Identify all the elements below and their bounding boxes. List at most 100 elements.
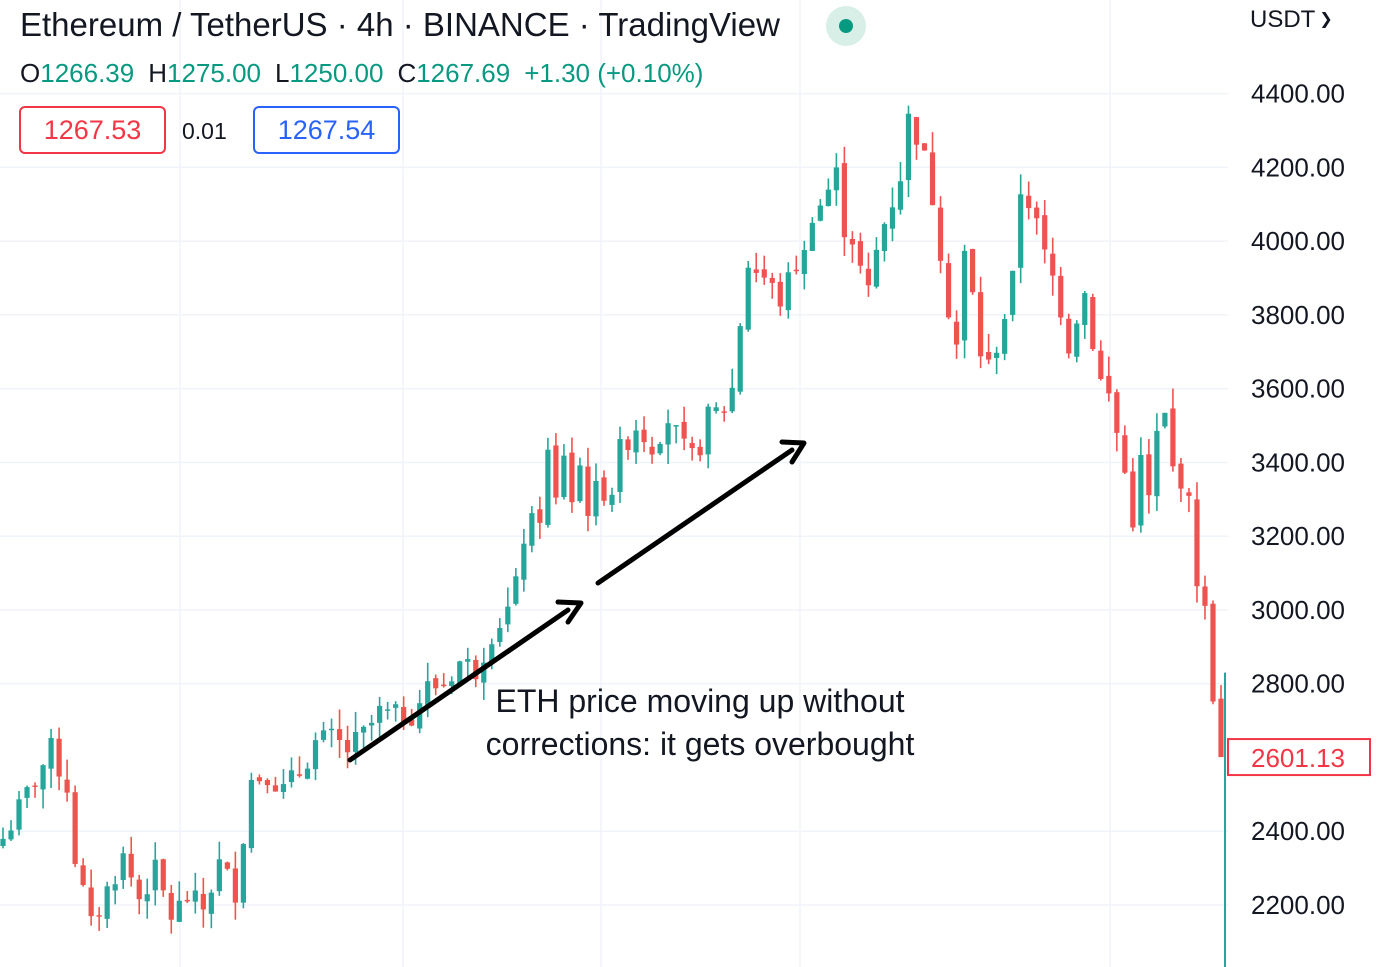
candle-body: [657, 443, 663, 454]
candle-body: [176, 900, 182, 922]
y-tick-label: 4000.00: [1251, 226, 1345, 256]
candle-body: [641, 429, 647, 443]
y-tick-label: 4200.00: [1251, 152, 1345, 182]
candle-body: [617, 439, 623, 492]
sell-price-button[interactable]: 1267.53: [19, 106, 166, 154]
candle-body: [609, 494, 615, 505]
candle-body: [312, 740, 319, 770]
candle-body: [1202, 586, 1208, 606]
candle-body: [1186, 492, 1192, 496]
candle-body: [0, 838, 6, 846]
annotation-arrowhead-right: [779, 439, 807, 465]
y-tick-label: 3200.00: [1251, 521, 1345, 551]
high-value: 1275.00: [167, 58, 261, 88]
candle-body: [633, 430, 639, 453]
candle-body: [961, 250, 968, 341]
high-label: H: [148, 58, 167, 88]
candle-body: [112, 884, 118, 891]
candle-body: [16, 799, 22, 830]
candle-body: [994, 352, 1000, 358]
market-status-indicator[interactable]: [826, 6, 866, 46]
candlestick-series: [0, 105, 1226, 967]
candle-body: [513, 576, 519, 604]
candle-body: [561, 455, 567, 498]
candle-body: [969, 249, 976, 293]
candle-body: [953, 321, 960, 345]
annotation-arrows: [347, 439, 807, 763]
y-tick-label: 2400.00: [1251, 816, 1345, 846]
close-value: 1267.69: [416, 58, 511, 88]
candle-body: [385, 709, 391, 711]
low-label: L: [274, 58, 290, 88]
candle-body: [913, 117, 920, 145]
candle-body: [56, 738, 62, 777]
candle-body: [1178, 463, 1184, 489]
candle-body: [296, 774, 303, 776]
candle-body: [625, 439, 631, 451]
candle-body: [553, 445, 559, 498]
candle-body: [136, 879, 142, 900]
candle-body: [473, 659, 479, 680]
candle-body: [224, 862, 230, 869]
candle-body: [184, 899, 190, 902]
candle-body: [280, 784, 287, 792]
candle-body: [344, 740, 351, 753]
candle-body: [1066, 318, 1072, 354]
candle-body: [417, 703, 423, 729]
candle-body: [320, 730, 327, 740]
candle-body: [1098, 350, 1104, 379]
candle-body: [1154, 430, 1160, 497]
candle-body: [160, 859, 166, 891]
candle-body: [1114, 392, 1120, 433]
candle-body: [1002, 319, 1008, 354]
candle-body: [336, 729, 343, 740]
spread-value: 0.01: [182, 118, 227, 144]
last-price-box: [1227, 738, 1371, 777]
candle-body: [1050, 253, 1056, 276]
change-value: +1.30 (+0.10%): [524, 58, 704, 88]
candle-body: [1018, 194, 1024, 268]
symbol-title[interactable]: Ethereum / TetherUS · 4h · BINANCE · Tra…: [20, 6, 780, 43]
candle-body: [521, 543, 527, 580]
candle-body: [1138, 454, 1144, 526]
candle-body: [689, 443, 695, 449]
candle-body: [1170, 408, 1176, 467]
candle-body: [945, 263, 952, 318]
candle-body: [529, 513, 535, 546]
last-price-marker: 2601.13: [1227, 738, 1371, 777]
candle-body: [601, 477, 607, 501]
y-tick-label: 4400.00: [1251, 79, 1345, 109]
annotation-line-1: ETH price moving up without: [495, 683, 905, 719]
annotation-line-2: corrections: it gets overbought: [485, 726, 915, 762]
candle-body: [593, 480, 599, 517]
candle-body: [360, 726, 367, 733]
candle-body: [1034, 207, 1040, 219]
candle-body: [929, 152, 936, 206]
candle-body: [1210, 603, 1216, 702]
candle-body: [24, 787, 30, 798]
buy-price-button[interactable]: 1267.54: [253, 106, 400, 154]
low-value: 1250.00: [289, 58, 384, 88]
candle-body: [849, 238, 855, 245]
candle-body: [673, 425, 679, 427]
candle-body: [168, 892, 174, 920]
candle-body: [825, 189, 831, 207]
candle-body: [457, 661, 463, 683]
candle-body: [833, 167, 839, 191]
candle-body: [841, 163, 847, 238]
y-tick-label: 2200.00: [1251, 890, 1345, 920]
candle-body: [881, 224, 888, 251]
candle-body: [545, 449, 551, 525]
candle-body: [705, 406, 711, 455]
candle-body: [505, 606, 511, 625]
annotation-arrow-right: [595, 447, 795, 586]
price-axis[interactable]: 2200.00 2400.00 2800.00 3000.00 3200.00 3400.…: [1251, 79, 1345, 920]
currency-selector[interactable]: USDT ❯: [1250, 6, 1333, 34]
candle-body: [248, 779, 255, 849]
candle-body: [40, 765, 46, 790]
candle-body: [88, 887, 94, 917]
candle-body: [777, 281, 783, 307]
candle-body: [64, 779, 70, 793]
candle-body: [577, 465, 583, 502]
